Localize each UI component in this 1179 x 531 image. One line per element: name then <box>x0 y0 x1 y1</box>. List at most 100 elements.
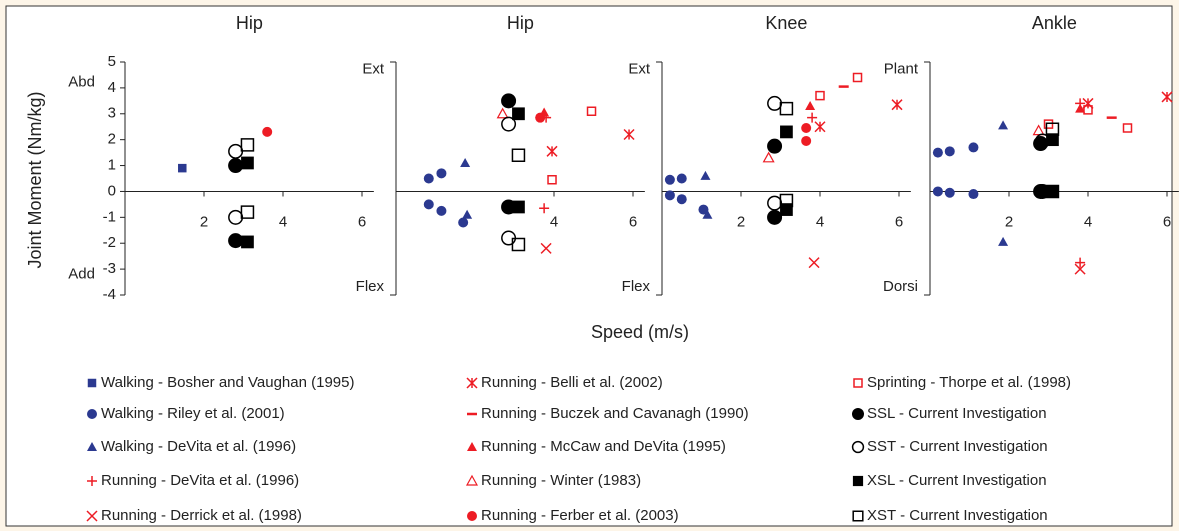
legend-label: SST - Current Investigation <box>867 438 1048 455</box>
marker <box>228 209 244 225</box>
y-tick-label: 5 <box>108 53 116 70</box>
legend-marker <box>87 409 97 419</box>
marker <box>1075 257 1086 268</box>
marker <box>436 205 447 216</box>
panel-title: Knee <box>765 13 807 33</box>
y-tick-label: -3 <box>103 260 116 277</box>
marker <box>779 101 794 116</box>
y-tick-label: -1 <box>103 208 116 225</box>
x-tick-label: 6 <box>358 213 366 230</box>
legend-label: Running - Derrick et al. (1998) <box>101 507 302 524</box>
marker <box>767 195 783 211</box>
marker <box>1074 263 1086 275</box>
legend-label: Running - Belli et al. (2002) <box>481 374 663 391</box>
marker <box>700 170 711 180</box>
neg-label: Add <box>68 265 95 282</box>
x-tick-label: 2 <box>1005 213 1013 230</box>
pos-label: Abd <box>68 74 95 91</box>
legend-label: XST - Current Investigation <box>867 507 1048 524</box>
marker <box>1046 133 1059 147</box>
neg-label: Dorsi <box>883 278 918 295</box>
legend-label: Running - Buczek and Cavanagh (1990) <box>481 405 749 422</box>
pos-label: Plant <box>884 61 919 78</box>
marker <box>762 151 775 163</box>
marker <box>1045 122 1060 137</box>
x-tick-label: 4 <box>550 213 558 230</box>
legend-label: SSL - Current Investigation <box>867 405 1047 422</box>
legend-marker <box>87 378 97 388</box>
marker <box>780 125 793 139</box>
marker <box>423 199 434 210</box>
marker <box>539 203 550 214</box>
legend-label: Running - Winter (1983) <box>481 472 641 489</box>
marker <box>1122 123 1133 133</box>
legend-marker <box>87 476 97 486</box>
legend-label: Sprinting - Thorpe et al. (1998) <box>867 374 1071 391</box>
marker <box>767 138 783 154</box>
marker <box>586 106 597 116</box>
marker <box>801 123 812 134</box>
marker <box>676 173 687 184</box>
legend-label: Walking - DeVita et al. (1996) <box>101 438 296 455</box>
legend-label: Walking - Bosher and Vaughan (1995) <box>101 374 354 391</box>
marker <box>891 99 903 111</box>
marker <box>540 242 552 254</box>
marker <box>512 107 525 121</box>
marker <box>535 112 546 123</box>
legend-label: Running - McCaw and DeVita (1995) <box>481 438 726 455</box>
marker <box>767 209 783 225</box>
y-tick-label: 3 <box>108 105 116 122</box>
marker <box>664 190 675 201</box>
neg-label: Flex <box>356 278 385 295</box>
x-tick-label: 6 <box>895 213 903 230</box>
pos-label: Ext <box>362 61 385 78</box>
panel-title: Hip <box>507 13 534 33</box>
x-tick-label: 4 <box>279 213 287 230</box>
legend-label: Running - DeVita et al. (1996) <box>101 472 299 489</box>
marker <box>944 146 955 157</box>
marker <box>801 135 812 146</box>
marker <box>664 174 675 185</box>
legend-label: Running - Ferber et al. (2003) <box>481 507 679 524</box>
marker <box>241 156 254 170</box>
marker <box>623 128 635 141</box>
marker <box>1045 184 1060 199</box>
marker <box>1046 185 1059 198</box>
neg-label: Flex <box>622 278 651 295</box>
y-tick-label: 0 <box>108 182 116 199</box>
marker <box>511 148 526 162</box>
marker <box>676 194 687 205</box>
marker <box>698 204 709 215</box>
marker <box>968 142 979 153</box>
legend-marker <box>87 442 97 451</box>
x-tick-label: 6 <box>1163 213 1171 230</box>
legend-marker <box>853 378 863 388</box>
marker <box>241 235 254 249</box>
y-tick-label: -2 <box>103 234 116 251</box>
y-tick-label: 4 <box>108 79 116 96</box>
x-axis-label: Speed (m/s) <box>591 322 689 342</box>
x-tick-label: 2 <box>737 213 745 230</box>
y-axis-label: Joint Moment (Nm/kg) <box>25 91 45 268</box>
legend-marker <box>465 474 479 486</box>
marker <box>1075 103 1086 113</box>
marker <box>814 121 826 133</box>
marker <box>702 209 713 219</box>
marker <box>998 120 1009 130</box>
marker <box>767 95 783 111</box>
marker <box>228 158 244 174</box>
marker <box>262 126 273 137</box>
legend-label: Walking - Riley et al. (2001) <box>101 405 285 422</box>
y-tick-label: 2 <box>108 131 116 148</box>
marker <box>547 175 557 185</box>
marker <box>501 116 517 132</box>
marker <box>808 257 820 269</box>
marker <box>805 101 816 111</box>
marker <box>1043 119 1054 129</box>
marker <box>240 138 255 152</box>
marker <box>932 147 943 158</box>
legend-label: XSL - Current Investigation <box>867 472 1047 489</box>
marker <box>546 145 558 157</box>
